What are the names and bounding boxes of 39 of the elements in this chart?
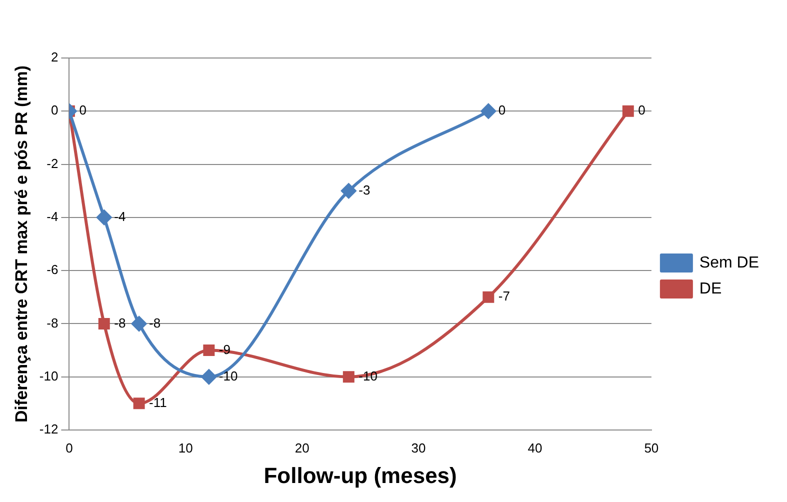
data-label: -4	[114, 209, 126, 224]
x-axis-title: Follow-up (meses)	[264, 462, 457, 488]
data-label: 0	[498, 102, 506, 118]
point	[201, 369, 216, 384]
data-label: 0	[638, 102, 646, 118]
x-tick-label: 30	[411, 440, 426, 456]
x-tick-label: 10	[178, 440, 193, 456]
y-tick-label: -10	[39, 368, 58, 384]
y-tick-label: -8	[46, 315, 58, 330]
point	[342, 371, 354, 383]
data-label: -10	[218, 368, 238, 384]
data-label: -3	[358, 182, 370, 198]
y-tick-label: 0	[50, 102, 58, 118]
data-label: 0	[79, 102, 86, 118]
point	[482, 291, 494, 303]
data-label: -8	[114, 315, 126, 330]
legend-label: Sem DE	[699, 254, 760, 272]
point	[622, 105, 634, 117]
y-tick-label: -12	[39, 422, 58, 437]
data-label: -8	[149, 315, 161, 330]
point	[480, 104, 496, 119]
point	[341, 183, 356, 198]
legend-label: DE	[699, 280, 722, 298]
point	[96, 210, 112, 225]
data-label: -7	[498, 288, 510, 304]
y-tick-label: -4	[46, 209, 58, 224]
y-tick-label: -2	[46, 156, 58, 171]
y-tick-label: 2	[50, 50, 58, 65]
x-tick-label: 0	[66, 440, 73, 456]
x-tick-label: 20	[294, 440, 310, 456]
x-tick-label: 50	[644, 440, 659, 456]
point	[132, 316, 147, 332]
y-tick-label: -6	[46, 262, 58, 278]
point	[133, 398, 145, 410]
data-label: -11	[149, 395, 167, 410]
y-axis-title: Diferença entre CRT max pré e pós PR (mm)	[12, 65, 31, 423]
x-tick-label: 40	[528, 440, 542, 456]
point	[98, 318, 110, 330]
point	[203, 344, 215, 356]
